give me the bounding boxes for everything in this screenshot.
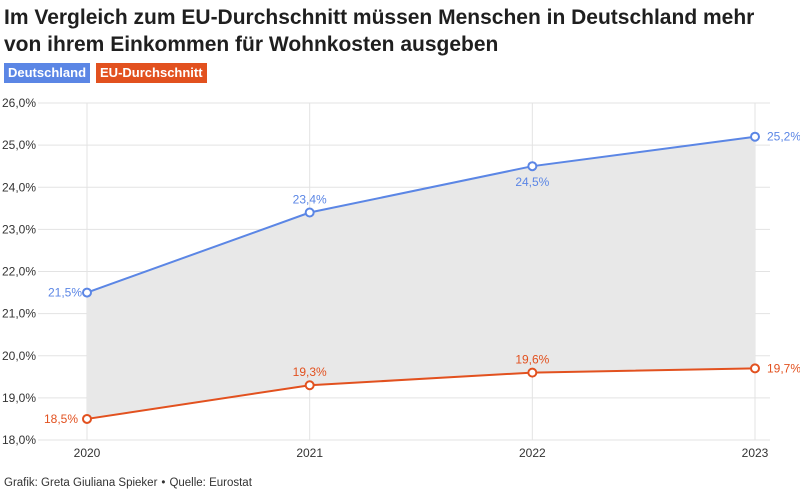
y-tick-label: 24,0% bbox=[2, 180, 36, 194]
data-label: 23,4% bbox=[293, 193, 327, 207]
area-between-series bbox=[87, 136, 755, 419]
y-tick-label: 18,0% bbox=[2, 433, 36, 447]
data-point bbox=[750, 363, 760, 374]
x-tick-label: 2021 bbox=[296, 446, 323, 460]
line-chart: 18,0% 19,0% 20,0% 21,0% 22,0% 23,0% 24,0% 25,0%… bbox=[2, 96, 800, 460]
chart-title: Im Vergleich zum EU-Durchschnitt müssen … bbox=[4, 6, 755, 56]
data-point bbox=[304, 380, 315, 391]
y-tick-label: 19,0% bbox=[2, 391, 36, 405]
data-point bbox=[82, 413, 92, 424]
footer-separator: • bbox=[161, 477, 166, 489]
y-tick-label: 21,0% bbox=[2, 307, 36, 321]
data-point bbox=[82, 287, 92, 298]
data-point bbox=[527, 367, 538, 378]
data-point bbox=[750, 131, 760, 142]
y-tick-label: 23,0% bbox=[2, 222, 36, 236]
series-line-deutschland bbox=[86, 135, 756, 294]
y-tick-label: 25,0% bbox=[2, 138, 36, 152]
data-label: 21,5% bbox=[48, 286, 82, 300]
data-label: 18,5% bbox=[44, 412, 78, 426]
x-tick-label: 2020 bbox=[74, 446, 101, 460]
source: Quelle: Eurostat bbox=[169, 477, 252, 489]
data-label: 19,6% bbox=[515, 353, 549, 367]
credit: Grafik: Greta Giuliana Spieker bbox=[4, 477, 158, 489]
legend-eu-durchschnitt: EU-Durchschnitt bbox=[96, 63, 207, 83]
data-label: 19,3% bbox=[293, 365, 327, 379]
data-label: 25,2% bbox=[767, 130, 800, 144]
data-point bbox=[527, 161, 538, 172]
legend: Deutschland EU-Durchschnitt bbox=[4, 63, 207, 83]
x-tick-label: 2023 bbox=[742, 446, 769, 460]
series-line-eu bbox=[86, 367, 756, 420]
x-tick-label: 2022 bbox=[519, 446, 546, 460]
data-point bbox=[304, 207, 315, 218]
data-label: 24,5% bbox=[515, 175, 549, 189]
legend-deutschland: Deutschland bbox=[4, 63, 91, 83]
y-tick-label: 26,0% bbox=[2, 96, 36, 110]
y-tick-label: 22,0% bbox=[2, 265, 36, 279]
data-label: 19,7% bbox=[767, 361, 800, 375]
y-tick-label: 20,0% bbox=[2, 349, 36, 363]
footer: Grafik: Greta Giuliana Spieker • Quelle: E… bbox=[4, 477, 252, 489]
